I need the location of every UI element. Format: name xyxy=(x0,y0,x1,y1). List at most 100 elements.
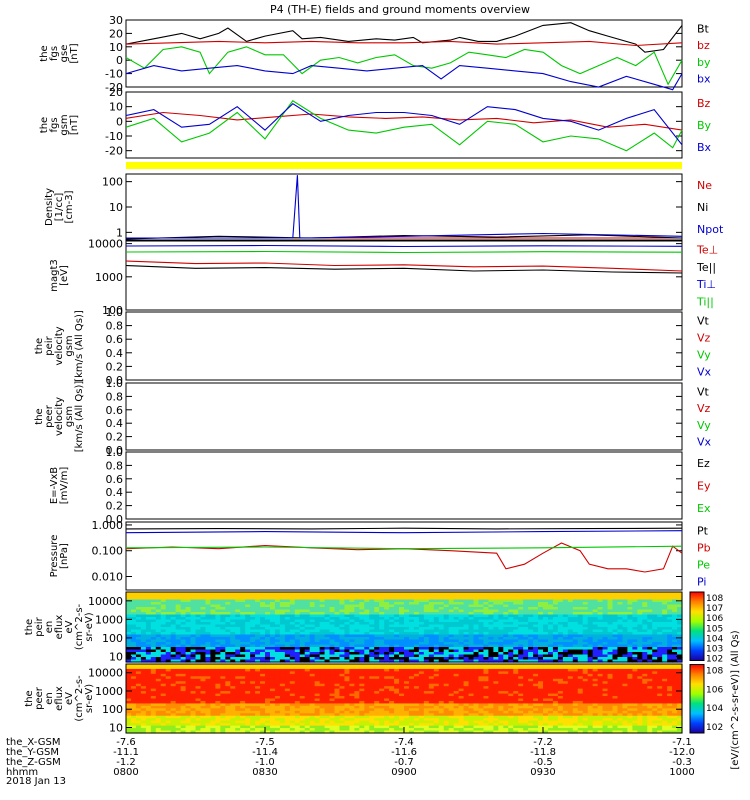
heat-cell xyxy=(374,698,380,702)
heat-cell xyxy=(260,668,266,672)
heat-cell xyxy=(413,642,420,646)
heat-cell xyxy=(349,647,355,651)
heat-cell xyxy=(662,676,668,680)
heat-cell xyxy=(567,686,574,690)
heat-cell xyxy=(354,627,360,631)
heat-cell xyxy=(205,698,211,702)
heat-cell xyxy=(617,622,624,626)
heat-cell xyxy=(597,691,604,695)
heat-cell xyxy=(304,629,311,633)
heat-cell xyxy=(170,617,177,621)
heat-cell xyxy=(210,664,216,668)
heat-cell xyxy=(533,654,539,658)
heat-cell xyxy=(210,604,216,608)
heat-cell xyxy=(662,673,668,677)
heat-cell xyxy=(582,659,589,663)
heat-cell xyxy=(523,639,529,643)
heat-cell xyxy=(602,619,609,623)
heat-cell xyxy=(170,654,177,658)
heat-cell xyxy=(240,664,246,668)
heat-cell xyxy=(513,614,519,618)
heat-cell xyxy=(408,597,415,601)
heat-cell xyxy=(543,619,549,623)
heat-cell xyxy=(364,691,370,695)
heat-cell xyxy=(622,673,628,677)
heat-cell xyxy=(304,668,311,672)
heat-cell xyxy=(672,599,678,603)
heat-cell xyxy=(369,681,375,685)
heat-cell xyxy=(463,664,470,668)
heat-cell xyxy=(493,619,499,623)
heat-cell xyxy=(538,639,544,643)
heat-cell xyxy=(160,602,167,606)
heat-cell xyxy=(443,632,450,636)
y-tick-label: 0.0 xyxy=(106,374,124,387)
heat-cell xyxy=(130,617,137,621)
heat-cell xyxy=(513,632,519,636)
heat-cell xyxy=(150,649,157,653)
heat-cell xyxy=(453,654,460,658)
heat-cell xyxy=(309,668,316,672)
heat-cell xyxy=(433,609,440,613)
heat-cell xyxy=(155,602,162,606)
heat-cell xyxy=(240,597,246,601)
heat-cell xyxy=(503,592,509,596)
heat-cell xyxy=(617,659,624,663)
heat-cell xyxy=(359,678,365,682)
heat-cell xyxy=(379,686,385,690)
heat-cell xyxy=(438,652,445,656)
heat-cell xyxy=(299,673,306,677)
heat-cell xyxy=(513,642,519,646)
heat-cell xyxy=(135,614,142,618)
heat-cell xyxy=(225,612,231,616)
heat-cell xyxy=(463,609,470,613)
heat-cell xyxy=(493,681,499,685)
heat-cell xyxy=(374,649,380,653)
heat-cell xyxy=(374,627,380,631)
heat-cell xyxy=(448,657,455,661)
heat-cell xyxy=(349,629,355,633)
heat-cell xyxy=(284,619,291,623)
heat-cell xyxy=(344,634,350,638)
heat-cell xyxy=(314,622,321,626)
heat-cell xyxy=(418,659,425,663)
heat-cell xyxy=(235,597,241,601)
heat-cell xyxy=(547,617,554,621)
heat-cell xyxy=(389,594,395,598)
heat-cell xyxy=(160,668,167,672)
heat-cell xyxy=(165,637,172,641)
heat-cell xyxy=(324,632,331,636)
heat-cell xyxy=(155,688,162,692)
heat-cell xyxy=(463,634,470,638)
heat-cell xyxy=(339,647,346,651)
heat-cell xyxy=(562,629,569,633)
heat-cell xyxy=(567,612,574,616)
heat-cell xyxy=(503,676,509,680)
heat-cell xyxy=(667,654,673,658)
heat-cell xyxy=(250,652,256,656)
heat-cell xyxy=(473,652,480,656)
heat-cell xyxy=(443,657,450,661)
heat-cell xyxy=(374,634,380,638)
heat-cell xyxy=(319,637,326,641)
heat-cell xyxy=(230,696,236,700)
heat-cell xyxy=(617,639,624,643)
heat-cell xyxy=(130,647,137,651)
heat-cell xyxy=(607,657,614,661)
heat-cell xyxy=(279,681,286,685)
heat-cell xyxy=(359,607,365,611)
heat-cell xyxy=(180,599,187,603)
heat-cell xyxy=(155,637,162,641)
legend-Vy: Vy xyxy=(697,419,711,432)
heat-cell xyxy=(418,676,425,680)
heat-cell xyxy=(240,686,246,690)
heat-cell xyxy=(632,622,638,626)
heat-cell xyxy=(245,632,251,636)
heat-cell xyxy=(493,664,499,668)
heat-cell xyxy=(126,664,132,668)
heat-cell xyxy=(225,647,231,651)
heat-cell xyxy=(304,676,311,680)
heat-cell xyxy=(150,602,157,606)
heat-cell xyxy=(150,629,157,633)
heat-cell xyxy=(210,686,216,690)
